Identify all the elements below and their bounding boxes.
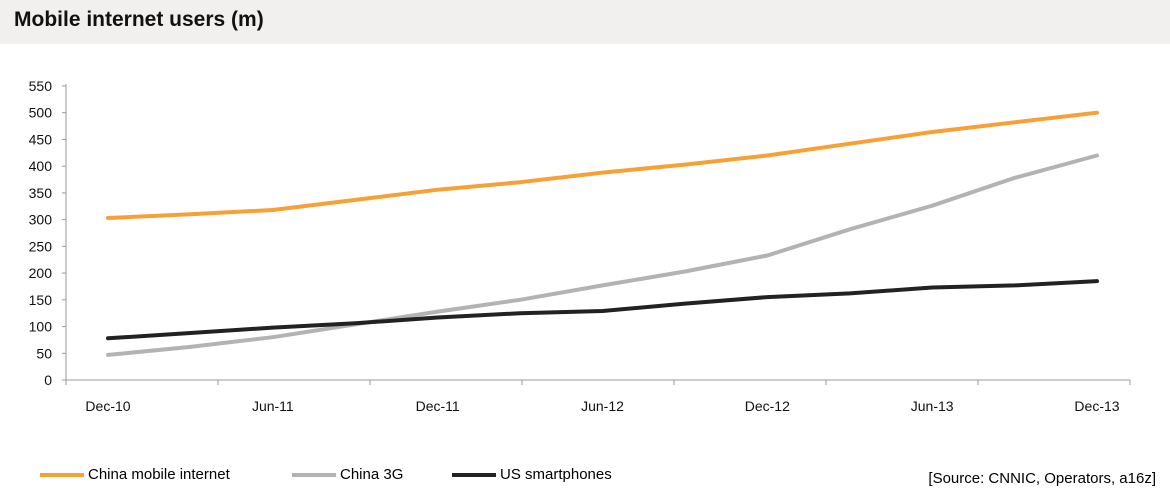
- x-tick-label: Dec-12: [745, 398, 790, 414]
- x-tick-label: Jun-12: [581, 398, 624, 414]
- legend-item-us-smartphones: US smartphones: [452, 466, 612, 483]
- y-tick-label: 550: [29, 78, 53, 94]
- x-tick-label: Jun-13: [911, 398, 954, 414]
- y-tick-label: 200: [29, 265, 53, 281]
- legend-item-china-3g: China 3G: [292, 466, 403, 483]
- legend-swatch: [40, 472, 84, 477]
- x-tick-label: Jun-11: [252, 398, 294, 414]
- series-line-us-smartphones: [106, 279, 1099, 341]
- y-tick-label: 350: [29, 185, 53, 201]
- legend-label: China mobile internet: [88, 466, 230, 483]
- source-note: [Source: CNNIC, Operators, a16z]: [928, 470, 1156, 487]
- y-tick-label: 450: [29, 131, 53, 147]
- legend: China mobile internet China 3G US smartpho…: [0, 466, 1170, 496]
- legend-item-china-mobile-internet: China mobile internet: [40, 466, 230, 483]
- chart-title-bar: Mobile internet users (m): [0, 0, 1170, 44]
- y-tick-label: 50: [36, 345, 52, 361]
- y-tick-label: 300: [29, 212, 53, 228]
- legend-label: US smartphones: [500, 466, 612, 483]
- legend-label: China 3G: [340, 466, 404, 483]
- y-tick-label: 0: [44, 372, 52, 388]
- y-tick-label: 500: [29, 105, 53, 121]
- legend-swatch: [452, 472, 496, 477]
- x-tick-label: Dec-10: [85, 398, 130, 414]
- series-line-china-3g: [106, 153, 1099, 357]
- x-tick-label: Dec-11: [416, 398, 460, 414]
- y-tick-label: 400: [29, 158, 53, 174]
- x-tick-label: Dec-13: [1074, 398, 1119, 414]
- chart-title: Mobile internet users (m): [14, 8, 264, 31]
- line-chart: 0 50 100 150 200 250 300 350 400 450 500 550 Dec-10 J…: [29, 78, 1131, 414]
- legend-swatch: [292, 472, 336, 477]
- y-tick-label: 100: [29, 319, 53, 335]
- y-tick-label: 250: [29, 238, 53, 254]
- y-tick-label: 150: [29, 292, 53, 308]
